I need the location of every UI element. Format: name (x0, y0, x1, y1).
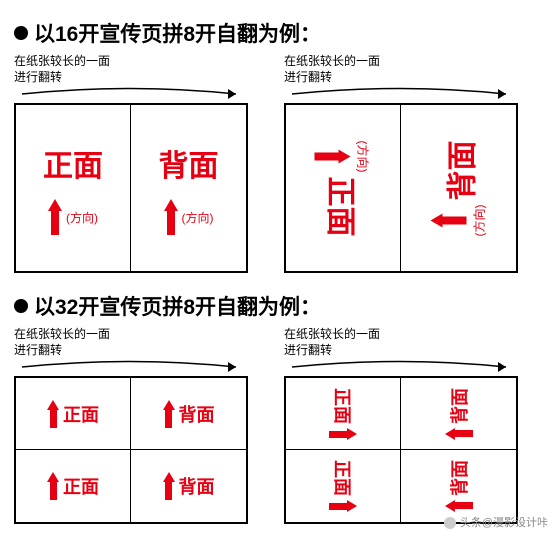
section1-row: 在纸张较长的一面 进行翻转 正面 (方向) 背面 (方向) (14, 54, 544, 273)
section1-right-panel: 在纸张较长的一面 进行翻转 正面 (方向) (284, 54, 518, 273)
caption: 在纸张较长的一面 进行翻转 (14, 327, 248, 358)
caption-l2: 进行翻转 (14, 343, 248, 359)
up-arrow-icon (48, 199, 62, 235)
down-arrow-icon (329, 500, 357, 512)
direction-indicator: (方向) (430, 204, 487, 236)
section2-right-grid: 正面 背面 正面 背面 (284, 376, 518, 524)
caption-l1: 在纸张较长的一面 (284, 327, 518, 343)
down-arrow-icon (315, 149, 351, 163)
direction-indicator: (方向) (48, 199, 98, 235)
section2-row: 在纸张较长的一面 进行翻转 正面 背面 正面 (14, 327, 544, 524)
face-label: 正面 (321, 176, 365, 236)
face-label: 背面 (159, 141, 219, 185)
grid-cell: 背面 (方向) (131, 105, 246, 271)
footer-text: 头条@漫影设计咔 (460, 517, 548, 529)
up-arrow-icon (430, 213, 466, 227)
section1-left-panel: 在纸张较长的一面 进行翻转 正面 (方向) 背面 (方向) (14, 54, 248, 273)
caption-l1: 在纸张较长的一面 (14, 54, 248, 70)
caption: 在纸张较长的一面 进行翻转 (284, 54, 518, 85)
flip-arrow-icon (284, 87, 518, 101)
cell-content: 背面 (445, 460, 473, 512)
section1-right-grid: 正面 (方向) (方向) 背面 (284, 103, 518, 273)
cell-content: 背面 (163, 472, 215, 500)
cell-content: 正面 (47, 400, 99, 428)
face-label: 正面 (330, 388, 356, 424)
direction-indicator: (方向) (315, 140, 372, 172)
section1-title-text: 以16开宣传页拼8开自翻为例： (34, 18, 321, 48)
section2-title: 以32开宣传页拼8开自翻为例： (14, 291, 544, 321)
up-arrow-icon (445, 428, 473, 440)
up-arrow-icon (47, 472, 59, 500)
direction-indicator: (方向) (164, 199, 214, 235)
face-label: 正面 (330, 460, 356, 496)
grid-cell: 正面 (16, 378, 131, 450)
caption: 在纸张较长的一面 进行翻转 (14, 54, 248, 85)
face-label: 背面 (179, 473, 215, 499)
caption-l2: 进行翻转 (284, 343, 518, 359)
grid-cell: 背面 (401, 378, 516, 450)
caption-l1: 在纸张较长的一面 (284, 54, 518, 70)
rotated-content: 正面 (方向) (315, 140, 372, 236)
grid-cell: 背面 (401, 450, 516, 522)
footer-credit: 头条@漫影设计咔 (444, 514, 548, 530)
grid-cell: 正面 (方向) (286, 105, 401, 271)
cell-content: 正面 (329, 460, 357, 512)
down-arrow-icon (329, 428, 357, 440)
section1-left-grid: 正面 (方向) 背面 (方向) (14, 103, 248, 273)
face-label: 正面 (63, 401, 99, 427)
flip-arrow-icon (14, 87, 248, 101)
up-arrow-icon (164, 199, 178, 235)
up-arrow-icon (163, 400, 175, 428)
up-arrow-icon (163, 472, 175, 500)
section2-right-panel: 在纸张较长的一面 进行翻转 正面 背面 (284, 327, 518, 524)
up-arrow-icon (47, 400, 59, 428)
face-label: 背面 (446, 460, 472, 496)
face-label: 背面 (437, 140, 481, 200)
cell-content: 正面 (329, 388, 357, 440)
grid-cell: 正面 (16, 450, 131, 522)
section2-left-grid: 正面 背面 正面 背面 (14, 376, 248, 524)
up-arrow-icon (445, 500, 473, 512)
face-label: 背面 (179, 401, 215, 427)
caption-l1: 在纸张较长的一面 (14, 327, 248, 343)
grid-cell: 正面 (286, 450, 401, 522)
face-label: 背面 (446, 388, 472, 424)
face-label: 正面 (63, 473, 99, 499)
flip-arrow-icon (284, 360, 518, 374)
caption-l2: 进行翻转 (284, 70, 518, 86)
caption: 在纸张较长的一面 进行翻转 (284, 327, 518, 358)
grid-cell: 正面 (方向) (16, 105, 131, 271)
rotated-content: (方向) 背面 (430, 140, 487, 236)
dir-label: (方向) (182, 209, 214, 226)
cell-content: 正面 (47, 472, 99, 500)
cell-content: 背面 (445, 388, 473, 440)
dir-label: (方向) (355, 140, 372, 172)
section2-title-text: 以32开宣传页拼8开自翻为例： (34, 291, 321, 321)
cell-content: 背面 (163, 400, 215, 428)
grid-cell: 背面 (131, 450, 246, 522)
face-label: 正面 (43, 141, 103, 185)
avatar-icon (444, 517, 456, 529)
flip-arrow-icon (14, 360, 248, 374)
caption-l2: 进行翻转 (14, 70, 248, 86)
section2-left-panel: 在纸张较长的一面 进行翻转 正面 背面 正面 (14, 327, 248, 524)
dir-label: (方向) (66, 209, 98, 226)
grid-cell: 背面 (131, 378, 246, 450)
dir-label: (方向) (470, 204, 487, 236)
grid-cell: (方向) 背面 (401, 105, 516, 271)
section1-title: 以16开宣传页拼8开自翻为例： (14, 18, 544, 48)
grid-cell: 正面 (286, 378, 401, 450)
